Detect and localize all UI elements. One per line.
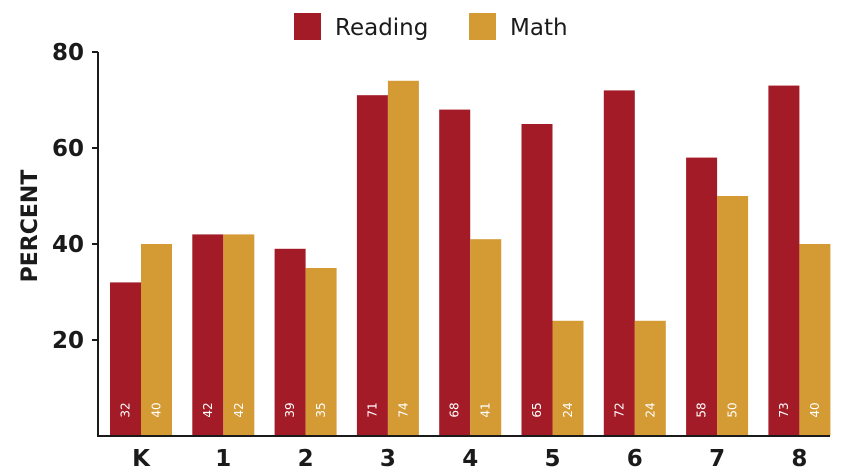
bar-reading: [192, 234, 224, 436]
bar-math: [717, 196, 749, 436]
y-tick-label: 80: [52, 40, 84, 66]
bar-reading: [439, 109, 471, 436]
x-tick-label: 5: [544, 446, 560, 468]
x-tick-label: 8: [791, 446, 807, 468]
data-label-math: 40: [808, 402, 822, 417]
data-label-reading: 58: [695, 402, 709, 417]
data-label-reading: 39: [283, 402, 297, 417]
bar-math: [552, 320, 584, 436]
bar-math: [634, 320, 666, 436]
x-tick-label: K: [132, 446, 151, 468]
bar-reading: [603, 90, 635, 437]
x-tick-label: 7: [709, 446, 725, 468]
bar-reading: [686, 157, 718, 436]
bar-reading: [356, 95, 388, 436]
x-tick-label: 4: [462, 446, 478, 468]
data-label-math: 24: [561, 402, 575, 417]
data-label-math: 50: [726, 402, 740, 417]
bars: 32 40 42 42 39 35 71 74 68 41 65 24 72 24 58 50 73 40: [110, 80, 831, 437]
data-label-math: 41: [479, 402, 493, 417]
y-tick-label: 60: [52, 136, 84, 162]
bar-math: [223, 234, 255, 436]
y-tick-label: 20: [52, 328, 84, 354]
bar-reading: [768, 85, 800, 436]
data-label-reading: 32: [119, 402, 133, 417]
bar-math: [141, 244, 172, 436]
data-label-reading: 68: [448, 402, 462, 417]
data-label-math: 74: [396, 402, 410, 417]
y-axis-ticks: 20 40 60 80: [52, 40, 98, 354]
legend-swatch-reading: [294, 13, 321, 40]
x-tick-label: 3: [380, 446, 396, 468]
bar-math: [799, 244, 831, 436]
legend-label-reading: Reading: [335, 15, 428, 41]
data-label-math: 24: [643, 402, 657, 417]
data-label-reading: 72: [612, 402, 626, 417]
data-label-reading: 71: [365, 402, 379, 417]
data-label-math: 35: [314, 402, 328, 417]
x-tick-label: 1: [215, 446, 231, 468]
data-label-reading: 65: [530, 402, 544, 417]
data-label-math: 40: [150, 402, 164, 417]
legend: Reading Math: [294, 13, 568, 41]
y-axis-label: PERCENT: [18, 170, 43, 283]
bar-reading: [274, 248, 306, 436]
data-label-math: 42: [232, 402, 246, 417]
bar-math: [470, 239, 502, 436]
legend-swatch-math: [469, 13, 496, 40]
bar-reading: [110, 282, 141, 436]
x-axis-ticks: K 1 2 3 4 5 6 7 8: [132, 446, 807, 468]
bar-math: [387, 80, 419, 437]
legend-label-math: Math: [510, 15, 568, 41]
x-tick-label: 6: [627, 446, 643, 468]
x-tick-label: 2: [298, 446, 314, 468]
data-label-reading: 42: [201, 402, 215, 417]
bar-reading: [521, 124, 553, 436]
data-label-reading: 73: [777, 402, 791, 417]
y-tick-label: 40: [52, 232, 84, 258]
bar-math: [305, 268, 337, 436]
